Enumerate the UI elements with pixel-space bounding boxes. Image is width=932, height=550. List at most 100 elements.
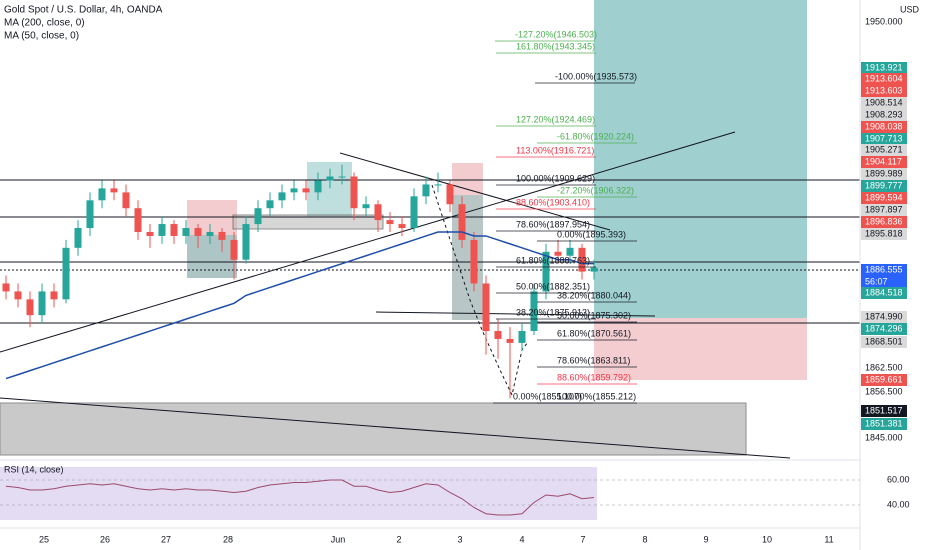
fib-label: 127.20%(1924.469): [516, 114, 595, 124]
candle-body: [2, 283, 10, 292]
ma-line: [5, 231, 594, 380]
x-tick-label: Jun: [331, 534, 346, 544]
candle-body: [578, 247, 586, 272]
price-label: 1874.990: [865, 311, 903, 321]
candle-body: [242, 224, 250, 260]
price-label: 1908.038: [865, 121, 903, 131]
candle-body: [158, 224, 166, 236]
price-tag: [861, 121, 907, 133]
price-label: 1895.818: [865, 228, 903, 238]
candle-body: [374, 204, 382, 221]
price-label: 1868.501: [865, 336, 903, 346]
price-label: 1886.555: [865, 264, 903, 274]
candle-body: [50, 291, 58, 300]
price-tag: [861, 216, 907, 228]
candle-body: [482, 283, 490, 332]
price-tag: [861, 374, 907, 386]
x-tick-label: 8: [642, 534, 647, 544]
candle-body: [146, 231, 154, 236]
price-tag: [861, 144, 907, 156]
candle-body: [290, 188, 298, 193]
fib-label: -27.20%(1906.322): [557, 185, 634, 195]
price-label: 1950.000: [865, 16, 903, 26]
support-zone: [0, 402, 747, 456]
candle-body: [218, 231, 226, 240]
fib-label: 78.60%(1863.811): [557, 355, 630, 365]
price-label: 1905.271: [865, 144, 903, 154]
price-tag: [861, 311, 907, 323]
price-tag: [861, 323, 907, 335]
price-label: 1899.777: [865, 180, 903, 190]
candle-body: [254, 208, 262, 225]
price-tag: [861, 287, 907, 299]
price-label: 1899.989: [865, 168, 903, 178]
fib-label: 38.20%(1875.913): [516, 307, 590, 317]
price-tag: [861, 336, 907, 348]
candle-body: [134, 208, 142, 232]
candle-body: [362, 204, 370, 209]
price-tag: [861, 405, 907, 417]
candle-body: [398, 224, 406, 229]
price-tag: [861, 133, 907, 145]
price-label: 1908.514: [865, 97, 903, 107]
fib-label: 50.00%(1882.351): [516, 281, 590, 291]
candle-body: [458, 204, 466, 240]
price-label: 1913.921: [865, 62, 903, 72]
rsi-tick-label: 60.00: [887, 474, 910, 484]
candle-body: [182, 228, 190, 236]
candle-body: [434, 184, 442, 186]
x-tick-label: 26: [100, 534, 110, 544]
price-tag: [861, 192, 907, 204]
fib-label: 50.00%(1875.302): [557, 310, 631, 320]
candle-body: [62, 247, 70, 300]
price-tag: [861, 97, 907, 109]
price-label: 1851.517: [865, 405, 903, 415]
price-tag: [861, 228, 907, 240]
candle-body: [98, 188, 106, 201]
candle-body: [326, 176, 334, 181]
fib-label: 0.00%(1855.107): [513, 391, 582, 401]
candle-body: [26, 299, 34, 316]
x-tick-label: 3: [457, 534, 462, 544]
x-tick-label: 11: [824, 534, 833, 544]
price-label: 1908.293: [865, 109, 903, 119]
candle-body: [554, 251, 562, 256]
drawings: [0, 131, 860, 459]
fib-label: 38.20%(1880.044): [557, 290, 631, 300]
x-tick-label: 25: [39, 534, 49, 544]
price-label: 1874.296: [865, 323, 903, 333]
candle-body: [302, 188, 310, 193]
target-zone: [594, 0, 807, 318]
price-label: 1884.518: [865, 287, 903, 297]
candle-body: [446, 184, 454, 205]
price-tag: [861, 73, 907, 85]
price-label: 1845.000: [865, 432, 903, 442]
zone: [187, 235, 237, 278]
candle-body: [194, 228, 202, 236]
x-tick-label: 27: [161, 534, 171, 544]
candle-body: [422, 184, 430, 197]
fib-label: 78.60%(1897.954): [516, 219, 590, 229]
candle-body: [206, 231, 214, 236]
x-tick-label: 2: [396, 534, 401, 544]
fib-label: 161.80%(1943.345): [516, 41, 595, 51]
price-tag: [861, 156, 907, 168]
rsi-title: RSI (14, close): [4, 464, 64, 474]
fib-label: 100.00%(1855.212): [557, 391, 636, 401]
trend-line: [375, 311, 656, 317]
zone: [232, 214, 384, 230]
indicator: MA (50, close, 0): [4, 31, 79, 42]
candle-body: [314, 180, 322, 193]
candle-body: [86, 200, 94, 229]
price-label: 1856.500: [865, 386, 903, 396]
price-tag: [861, 418, 907, 430]
candle-body: [122, 192, 130, 209]
candle-body: [542, 251, 550, 292]
fib-label: -127.20%(1946.503): [515, 29, 597, 39]
currency: USD: [900, 4, 920, 14]
x-tick-label: 4: [519, 534, 524, 544]
fib-label: 61.80%(1870.561): [557, 328, 631, 338]
fib-label: -100.00%(1935.573): [555, 71, 637, 81]
candle-body: [590, 267, 598, 272]
